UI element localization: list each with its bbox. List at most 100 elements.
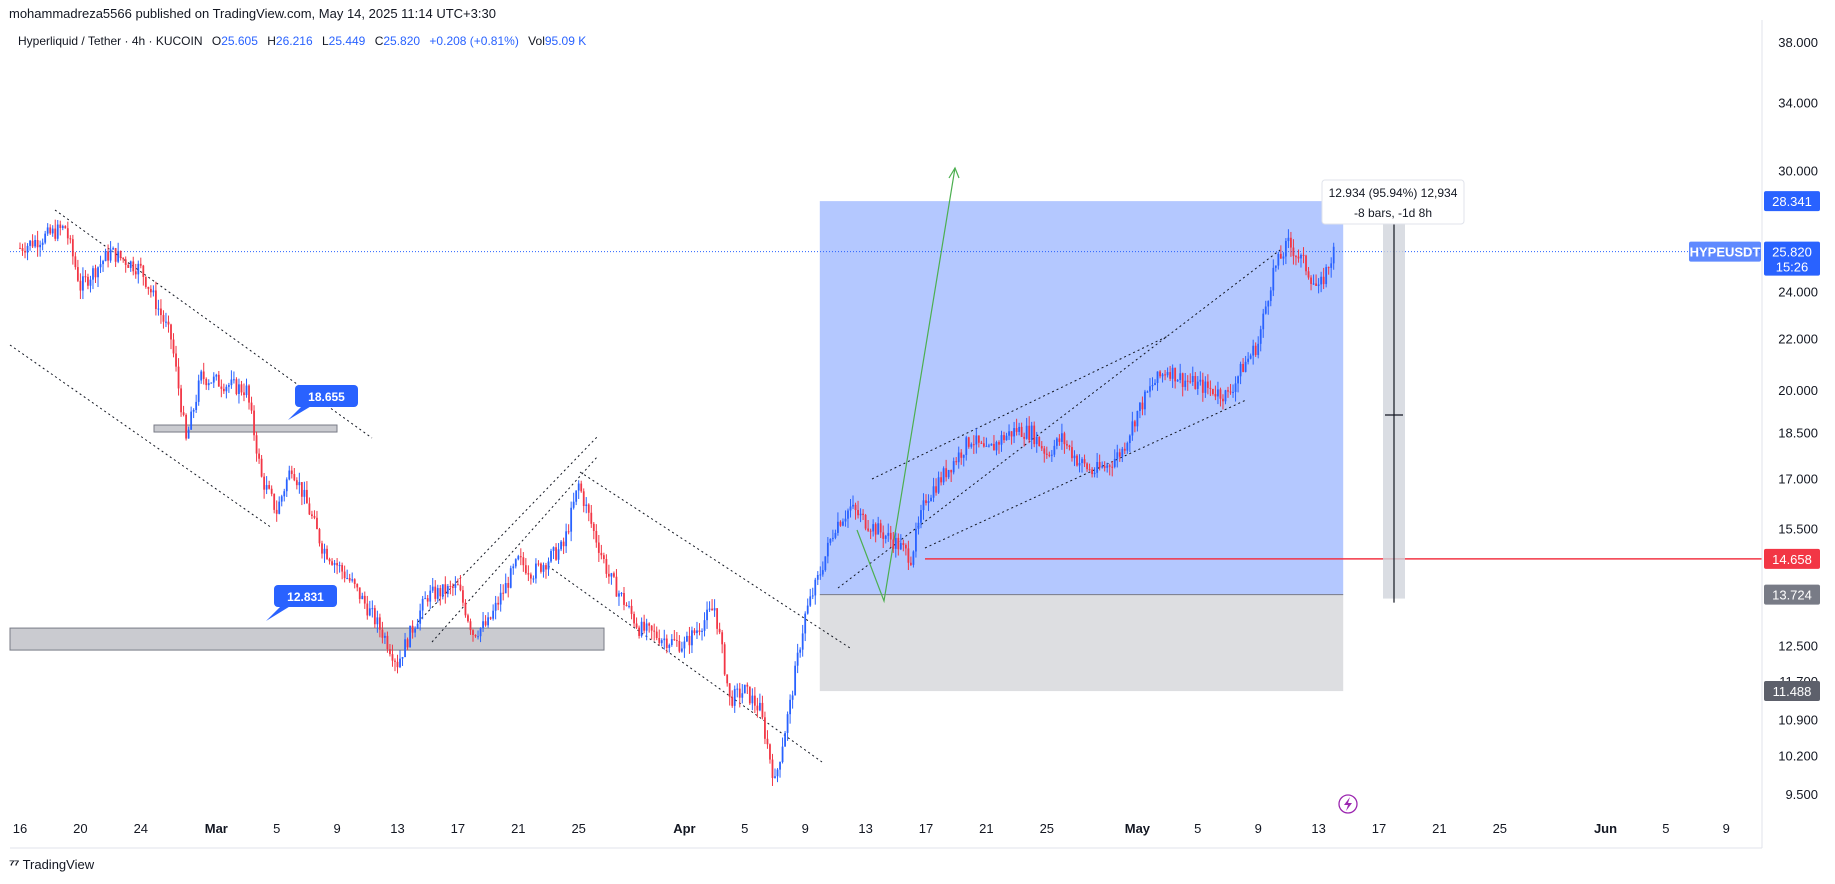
candle: [728, 683, 731, 706]
candle: [1033, 421, 1036, 448]
candle: [195, 394, 198, 413]
candle: [932, 477, 935, 502]
channel-line-3[interactable]: [417, 435, 599, 623]
channel-line-5[interactable]: [547, 565, 823, 763]
candle: [821, 561, 824, 577]
stop-zone[interactable]: [819, 594, 1344, 692]
candle-body: [124, 259, 127, 265]
candle: [273, 493, 276, 514]
candle-body: [985, 445, 988, 447]
tradingview-logo[interactable]: ⁷⁷ TradingView: [9, 856, 94, 872]
candle: [192, 408, 195, 419]
entry-price-tag[interactable]: 13.724: [1764, 584, 1820, 605]
candle: [507, 576, 510, 598]
resistance-box[interactable]: [153, 424, 338, 433]
candle: [1050, 449, 1053, 462]
stop-price-tag[interactable]: 11.488: [1764, 681, 1820, 702]
candle: [925, 494, 927, 506]
candle-body: [1139, 402, 1141, 411]
candle-body: [1063, 433, 1066, 445]
candle: [265, 476, 268, 495]
candle: [149, 285, 152, 298]
candle-body: [882, 532, 885, 539]
candle: [686, 631, 688, 643]
candle-body: [328, 559, 331, 562]
candle-body: [1015, 428, 1018, 432]
candle-body: [187, 429, 190, 439]
candle: [162, 310, 165, 329]
candle-body: [947, 469, 950, 478]
candle: [49, 224, 52, 235]
support-box[interactable]: [9, 627, 605, 651]
candle-body: [806, 605, 809, 614]
annotations-layer[interactable]: 12.934 (95.94%) 12,934 -8 bars, -1d 8h 18.…: [266, 179, 1465, 621]
candle: [1204, 376, 1207, 398]
candle: [995, 440, 998, 456]
candle-body: [384, 635, 386, 638]
channel-line-7[interactable]: [924, 399, 1247, 549]
candle: [1181, 372, 1184, 397]
candle-body: [1237, 376, 1239, 384]
candle-body: [504, 583, 507, 594]
candle-body: [1247, 358, 1250, 362]
support-callout[interactable]: 12.831: [266, 585, 337, 621]
channel-line-4[interactable]: [579, 471, 851, 649]
candle-body: [1186, 380, 1189, 382]
stop-line-price-tag[interactable]: 14.658: [1764, 548, 1820, 569]
candle: [887, 523, 890, 542]
candle-body: [371, 608, 374, 610]
candle: [479, 627, 482, 643]
candle: [1212, 388, 1214, 396]
candle: [499, 583, 502, 612]
measure-label[interactable]: 12.934 (95.94%) 12,934 -8 bars, -1d 8h: [1321, 179, 1465, 225]
candle-body: [494, 602, 497, 611]
symbol-price-tag[interactable]: HYPEUSDT: [1689, 241, 1761, 262]
candle: [940, 471, 942, 486]
channel-line-1[interactable]: [9, 344, 273, 529]
symbol-title[interactable]: Hyperliquid / Tether · 4h · KUCOIN: [18, 34, 203, 48]
candle: [378, 613, 381, 638]
candle-body: [1169, 372, 1172, 379]
candle: [1279, 245, 1282, 259]
candle-body: [645, 623, 648, 631]
candle: [673, 630, 676, 641]
lightning-icon[interactable]: [1338, 794, 1358, 814]
candle: [570, 501, 573, 542]
candle-body: [552, 547, 555, 551]
stop-line-price-tag-text: 14.658: [1772, 552, 1812, 567]
resistance-callout[interactable]: 18.655: [288, 385, 358, 420]
candle-body: [887, 532, 890, 536]
candle: [270, 485, 273, 497]
candle-body: [613, 573, 615, 577]
candle: [1171, 364, 1174, 388]
candle-body: [482, 621, 484, 628]
candle-body: [1033, 425, 1036, 445]
candle-body: [962, 454, 965, 458]
open-value: 25.605: [221, 34, 258, 48]
candle: [512, 563, 515, 575]
drawings-layer[interactable]: [9, 166, 1762, 763]
x-tick-label: 9: [1723, 821, 1730, 836]
axes-layer[interactable]: 38.000 34.000 30.000 24.000 22.000 20.000 18.5…: [10, 20, 1820, 849]
change-value: +0.208 (+0.81%): [429, 34, 519, 48]
candle-body: [1212, 388, 1214, 395]
candle: [1118, 448, 1121, 462]
candle-body: [804, 613, 807, 634]
candle: [1000, 430, 1003, 452]
channel-line-2[interactable]: [431, 455, 599, 643]
candle: [1103, 461, 1106, 472]
candle: [937, 471, 940, 494]
candle-body: [849, 506, 852, 511]
candle-body: [728, 683, 731, 697]
target-price-tag[interactable]: 28.341: [1764, 191, 1820, 212]
low-label: L: [321, 34, 329, 48]
projection-arrow[interactable]: [856, 167, 956, 604]
candle: [620, 592, 623, 597]
candle: [1144, 389, 1146, 416]
position-tool[interactable]: [819, 201, 1344, 692]
candle: [454, 576, 457, 596]
candle: [197, 374, 200, 406]
target-zone[interactable]: [819, 201, 1344, 595]
